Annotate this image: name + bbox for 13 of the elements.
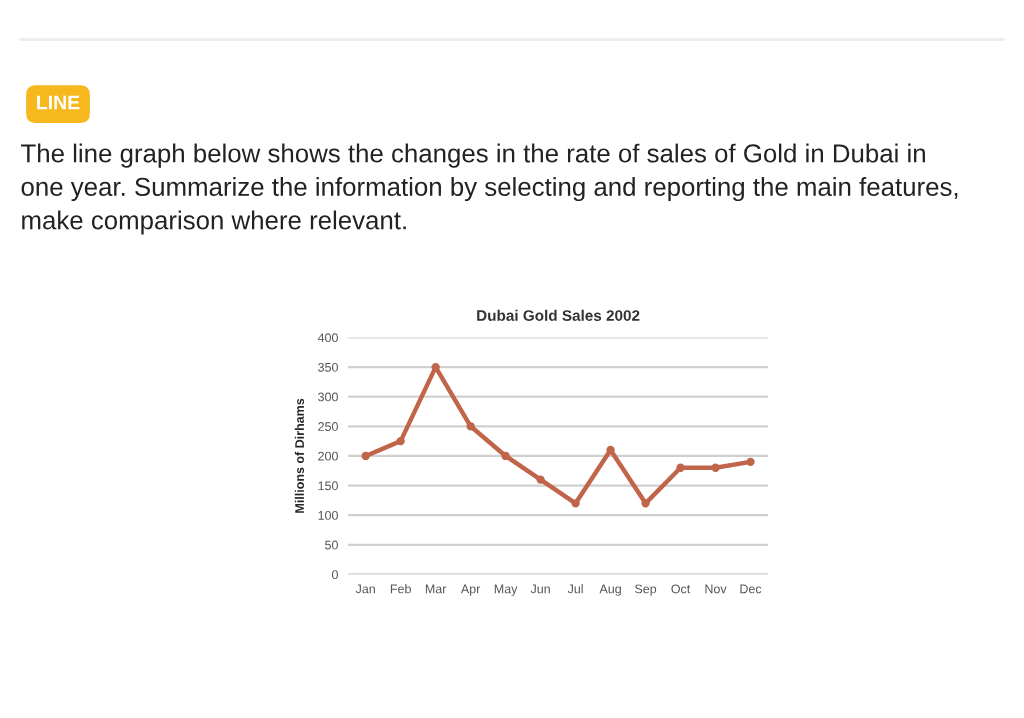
point: [361, 451, 370, 461]
point: [641, 499, 650, 508]
point: [466, 422, 475, 431]
point: [676, 463, 685, 472]
point: [501, 451, 510, 461]
text: The line graph below shows the changes in the rate of sales of Gold in Dubai in one year. Summarize the information by selecting and reporting the main features, make comparison where relevant.: [21, 143, 958, 235]
point: [711, 463, 720, 472]
point: [746, 457, 755, 467]
text: LINE: [37, 95, 80, 110]
point: [536, 475, 545, 484]
point: [571, 499, 580, 508]
point: [396, 436, 405, 446]
point: [606, 445, 615, 455]
